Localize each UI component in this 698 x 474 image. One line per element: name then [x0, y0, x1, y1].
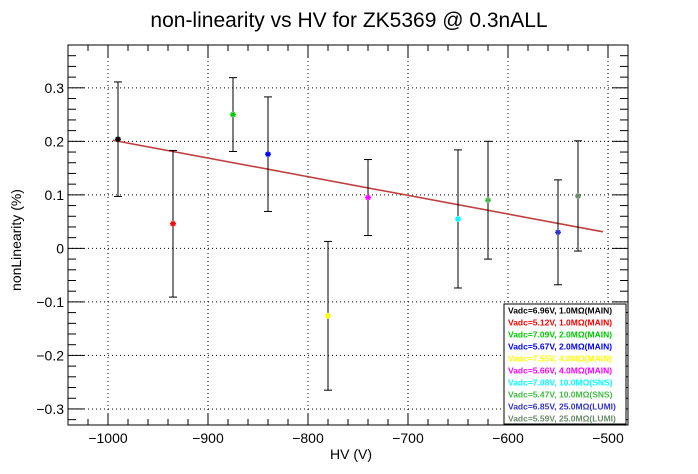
x-tick-label: −800 — [292, 430, 324, 446]
fit-line — [112, 139, 604, 233]
y-axis-label: nonLinearity (%) — [8, 189, 24, 291]
x-axis-label: HV (V) — [330, 446, 372, 462]
star-marker — [170, 221, 176, 227]
y-tick-label: 0 — [56, 240, 64, 256]
data-point-7 — [454, 149, 462, 289]
star-marker — [555, 229, 561, 235]
star-marker — [575, 193, 581, 199]
legend-entry: Vadc=5.59V, 25.0MΩ(LUMI) — [508, 413, 616, 423]
legend-entry: Vadc=5.66V, 4.0MΩ(MAIN) — [508, 365, 612, 375]
star-marker — [230, 111, 236, 118]
data-point-4 — [264, 96, 272, 212]
legend: Vadc=6.96V, 1.0MΩ(MAIN) Vadc=5.12V, 1.0MΩ… — [503, 303, 627, 425]
y-tick-label: 0.3 — [45, 80, 65, 96]
y-tick-label: −0.3 — [36, 401, 64, 417]
star-marker — [365, 194, 371, 201]
data-point-6 — [364, 159, 372, 237]
y-tick-label: −0.1 — [36, 294, 64, 310]
legend-entry: Vadc=5.47V, 10.0MΩ(SNS) — [508, 389, 613, 399]
star-marker — [265, 151, 271, 157]
legend-entry: Vadc=5.12V, 1.0MΩ(MAIN) — [508, 317, 612, 327]
y-tick-label: 0.2 — [45, 133, 65, 149]
chart-title: non-linearity vs HV for ZK5369 @ 0.3nALL — [150, 9, 547, 32]
star-marker — [455, 216, 461, 222]
x-tick-label: −500 — [592, 430, 624, 446]
x-tick-label: −700 — [392, 430, 424, 446]
star-marker — [325, 313, 331, 319]
axis-ticks — [67, 44, 629, 425]
x-tick-label: −600 — [492, 430, 524, 446]
x-tick-label: −900 — [192, 430, 224, 446]
legend-entry: Vadc=7.09V, 2.0MΩ(MAIN) — [508, 329, 612, 339]
star-marker — [115, 136, 121, 142]
legend-entry: Vadc=5.67V, 2.0MΩ(MAIN) — [508, 341, 612, 351]
star-marker — [485, 197, 491, 203]
fit-line-group — [112, 139, 604, 233]
data-point-9 — [554, 179, 562, 286]
x-tick-label: −1000 — [88, 430, 128, 446]
data-point-10 — [574, 140, 582, 252]
data-point-1 — [114, 81, 122, 197]
data-point-5 — [324, 240, 332, 391]
data-point-2 — [169, 149, 177, 298]
y-tick-label: −0.2 — [36, 347, 64, 363]
legend-entry: Vadc=6.96V, 1.0MΩ(MAIN) — [508, 305, 612, 315]
data-point-8 — [484, 140, 492, 260]
legend-box — [503, 303, 627, 425]
legend-entry: Vadc=6.85V, 25.0MΩ(LUMI) — [508, 401, 616, 411]
legend-entry: Vadc=7.55V, 4.0MΩ(MAIN) — [508, 353, 612, 363]
data-point-3 — [229, 77, 237, 153]
axis-tick-labels: −1000 −900 −800 −700 −600 −500 −0.3 −0.2 −0.1 0 0.… — [36, 80, 624, 446]
y-tick-label: 0.1 — [45, 187, 65, 203]
legend-entry: Vadc=7.08V, 10.0MΩ(SNS) — [508, 377, 613, 387]
data-points — [114, 77, 582, 391]
